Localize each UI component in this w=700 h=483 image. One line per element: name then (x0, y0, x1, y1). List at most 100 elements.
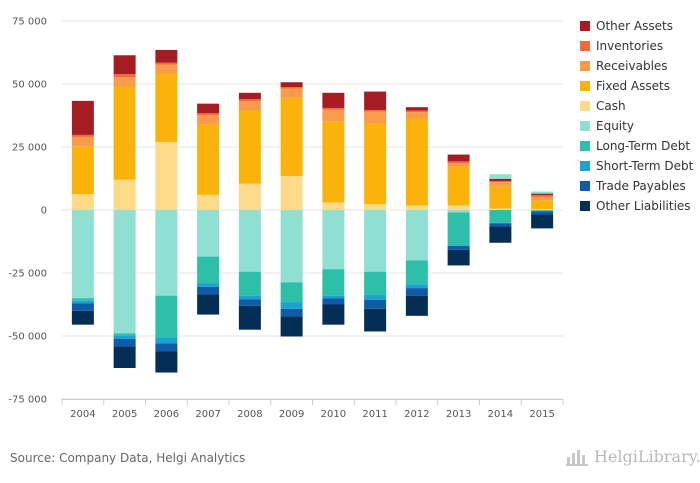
bar-segment (447, 205, 470, 210)
bar-segment (447, 163, 470, 167)
bar-segment (155, 141, 178, 210)
bar-segment (405, 288, 428, 296)
bar-segment (113, 86, 136, 180)
legend-label: Short-Term Debt (596, 159, 694, 173)
y-tick-label: -75 000 (8, 395, 47, 406)
bar-segment (71, 300, 94, 304)
helgi-library-logo: HelgiLibrary. (566, 447, 700, 466)
legend-item[interactable]: Other Assets (580, 16, 698, 36)
bar-segment (238, 210, 261, 272)
bar-segment (155, 295, 178, 338)
bar-segment (197, 113, 220, 115)
bar-segment (322, 202, 345, 210)
bar-segment (364, 271, 387, 295)
bars (71, 49, 554, 373)
bar-segment (71, 210, 94, 299)
bar-segment (364, 109, 387, 112)
bar-segment (447, 154, 470, 162)
legend-item[interactable]: Equity (580, 116, 698, 136)
bar-segment (113, 77, 136, 87)
bar-segment (531, 200, 554, 210)
bar-segment (113, 333, 136, 336)
legend-swatch (580, 141, 590, 151)
bar-segment (322, 304, 345, 325)
legend-item[interactable]: Long-Term Debt (580, 136, 698, 156)
y-tick-label: -25 000 (8, 269, 47, 280)
bar-segment (71, 100, 94, 135)
bar-segment (155, 210, 178, 296)
bar-segment (280, 88, 303, 98)
legend-swatch (580, 181, 590, 191)
x-tick-label: 2015 (529, 409, 554, 420)
legend-label: Cash (596, 99, 626, 113)
x-tick-label: 2010 (321, 409, 346, 420)
bar-segment (447, 161, 470, 164)
bar-segment (238, 92, 261, 100)
bar-segment (447, 166, 470, 206)
bar-segment (405, 110, 428, 113)
bar-segment (155, 343, 178, 352)
bar-segment (405, 205, 428, 210)
bar-segment (280, 97, 303, 176)
bar-segment (113, 74, 136, 78)
bar-segment (322, 295, 345, 299)
bar-segment (489, 182, 512, 187)
legend: Other Assets Inventories Receivables Fixed … (580, 16, 698, 216)
legend-item[interactable]: Short-Term Debt (580, 156, 698, 176)
bar-segment (71, 136, 94, 147)
source-note: Source: Company Data, Helgi Analytics (10, 451, 246, 465)
legend-item[interactable]: Inventories (580, 36, 698, 56)
bar-segment (322, 109, 345, 122)
bar-segment (531, 214, 554, 229)
x-tick-label: 2013 (446, 409, 471, 420)
legend-item[interactable]: Trade Payables (580, 176, 698, 196)
bar-segment (364, 294, 387, 300)
bar-segment (155, 64, 178, 74)
bar-segment (531, 210, 554, 211)
bar-segment (280, 302, 303, 309)
axes: 75 000 50 000 25 000 0 -25 000 -50 000 -75 000… (8, 17, 564, 420)
legend-swatch (580, 201, 590, 211)
logo-text: HelgiLibrary. (594, 447, 700, 466)
bar-segment (447, 210, 470, 213)
legend-item[interactable]: Fixed Assets (580, 76, 698, 96)
bar-segment (364, 210, 387, 272)
bar-segment (364, 91, 387, 110)
bar-segment (280, 316, 303, 337)
bar-segment (71, 134, 94, 137)
bar-segment (364, 204, 387, 210)
legend-swatch (580, 41, 590, 51)
bar-segment (238, 271, 261, 296)
bar-segment (447, 249, 470, 266)
bar-segment (489, 186, 512, 209)
x-tick-label: 2007 (195, 409, 220, 420)
bar-segment (531, 195, 554, 197)
legend-swatch (580, 21, 590, 31)
bar-segment (155, 49, 178, 63)
bar-segment (280, 82, 303, 88)
legend-item[interactable]: Cash (580, 96, 698, 116)
bar-segment (364, 308, 387, 332)
legend-item[interactable]: Receivables (580, 56, 698, 76)
bar-segment (489, 208, 512, 210)
x-tick-label: 2009 (279, 409, 304, 420)
legend-label: Fixed Assets (596, 79, 670, 93)
bar-segment (405, 284, 428, 289)
bar-segment (197, 124, 220, 195)
legend-item[interactable]: Other Liabilities (580, 196, 698, 216)
bar-segment (489, 178, 512, 182)
bar-segment (238, 99, 261, 102)
grid-lines (62, 20, 563, 400)
legend-label: Equity (596, 119, 634, 133)
bar-segment (531, 196, 554, 201)
bar-segment (447, 246, 470, 250)
bar-segment (197, 210, 220, 257)
bar-segment (405, 112, 428, 119)
bar-segment (322, 107, 345, 110)
x-tick-label: 2004 (70, 409, 95, 420)
bar-segment (364, 111, 387, 124)
helgi-library-logo-icon (566, 449, 588, 466)
bar-segment (71, 194, 94, 210)
bar-segment (113, 179, 136, 210)
x-tick-label: 2008 (237, 409, 262, 420)
